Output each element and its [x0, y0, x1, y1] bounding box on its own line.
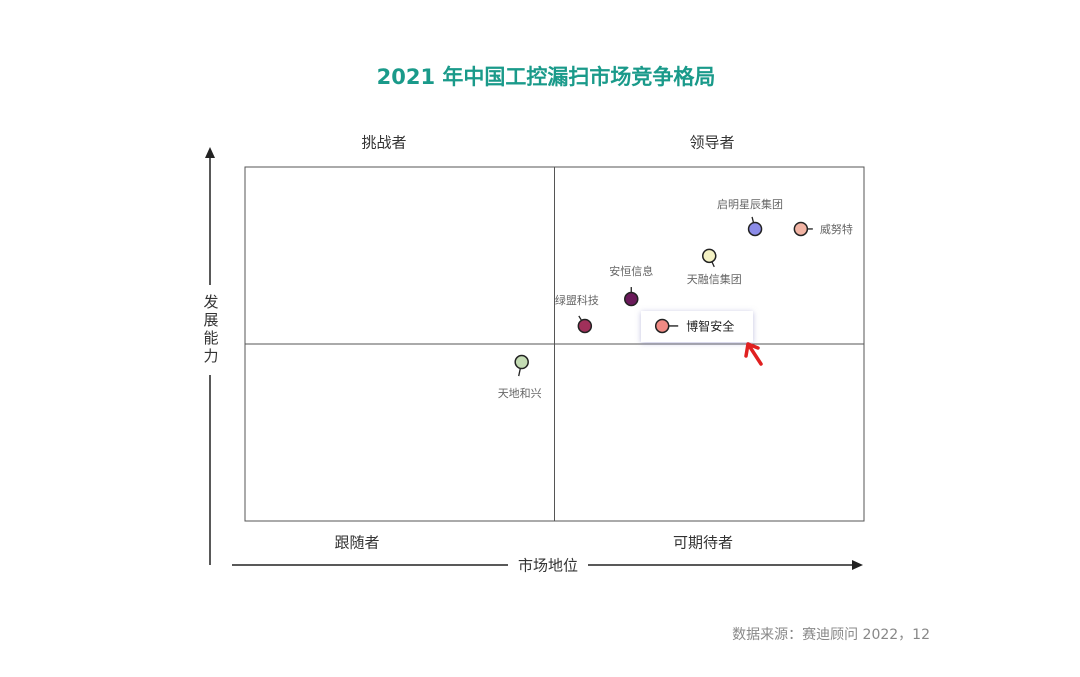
point [793, 221, 809, 237]
point-label: 启明星辰集团 [717, 197, 783, 211]
point-label: 安恒信息 [609, 264, 653, 278]
highlight-arrow [744, 342, 763, 366]
quadrant-label: 可期待者 [673, 534, 733, 552]
point-label: 博智安全 [686, 318, 734, 333]
source-note: 数据来源：赛迪顾问 2022，12 [732, 627, 930, 643]
point [577, 318, 593, 334]
point-label: 威努特 [820, 222, 853, 236]
chart-title: 2021 年中国工控漏扫市场竞争格局 [377, 65, 716, 89]
point-label: 绿盟科技 [555, 293, 599, 307]
quadrant-label: 领导者 [689, 134, 734, 152]
point [702, 248, 717, 264]
quadrant-label: 挑战者 [361, 134, 406, 152]
y-axis-label: 发展能力 [202, 294, 220, 366]
point [654, 318, 670, 334]
x-axis-arrow [852, 560, 863, 570]
quadrant-label: 跟随者 [334, 534, 379, 552]
point-label: 天融信集团 [687, 272, 742, 286]
point-label: 天地和兴 [498, 387, 542, 400]
x-axis-label: 市场地位 [518, 557, 578, 575]
point [514, 354, 529, 370]
y-axis-arrow [205, 147, 215, 158]
point [747, 221, 763, 237]
point [624, 291, 639, 307]
